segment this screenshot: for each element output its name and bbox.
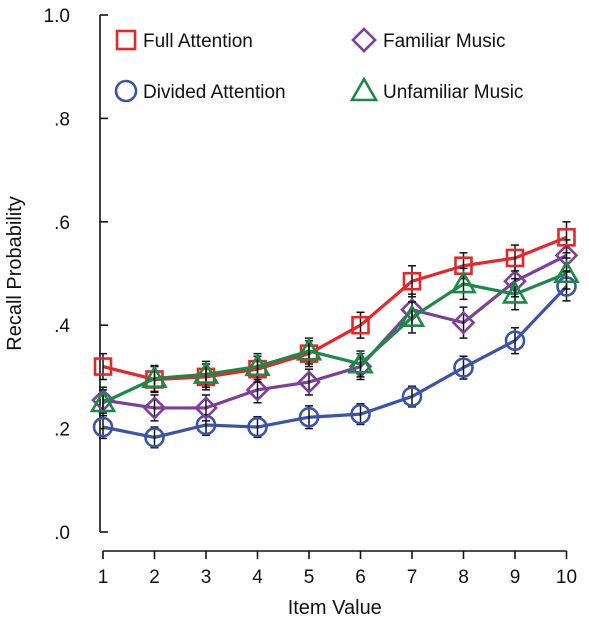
x-tick-label: 9 [510,567,521,588]
x-tick-label: 7 [407,567,418,588]
data-point [553,259,580,284]
data-point [453,357,474,378]
x-tick-label: 4 [252,567,263,588]
data-point [350,403,371,425]
data-point [402,271,422,291]
data-point [245,377,270,402]
series-line [102,253,568,410]
legend-label: Divided Attention [143,82,286,103]
data-point [401,386,423,407]
legend-marker [115,29,137,51]
y-tick-label: 1.0 [44,6,70,27]
series-unfamiliar-music [89,257,580,417]
series-full-attention [93,221,576,394]
series-line [102,285,568,439]
x-tick-label: 5 [304,567,315,588]
x-axis-title: Item Value [288,597,382,619]
y-tick-label: .2 [54,420,70,441]
data-point [501,280,529,304]
x-tick-label: 1 [98,567,109,588]
legend-label: Full Attention [143,31,253,52]
data-point [244,352,271,377]
data-point [295,337,323,361]
data-point [450,270,477,294]
data-point [557,228,576,247]
data-point [192,360,220,384]
x-tick-label: 2 [149,567,160,588]
data-point [89,389,117,413]
data-point [297,370,321,394]
data-point [247,416,268,438]
legend-label: Familiar Music [383,31,505,52]
series-line [102,272,568,405]
series-line [102,235,568,382]
data-point [141,364,168,389]
data-point [93,357,113,376]
series-divided-attention [92,271,577,449]
series-layer [89,221,580,449]
data-point [144,427,165,448]
y-tick-label: .6 [54,213,70,234]
series-familiar-music [91,239,579,422]
y-axis-title: Recall Probability [4,196,26,351]
axes: .0 .2 .4 .6 .8 1.0 1 2 3 4 5 6 7 8 9 10 [44,6,577,588]
data-point [505,248,525,268]
y-tick-label: .4 [54,316,70,337]
legend-marker [349,76,379,102]
data-point [398,303,426,327]
data-point [351,315,370,335]
data-point [504,330,526,352]
x-tick-label: 10 [556,567,577,588]
legend-marker [114,79,138,103]
x-tick-label: 6 [355,567,366,588]
y-tick-label: .8 [54,109,70,130]
data-point [298,406,320,428]
data-point [347,350,374,374]
data-point [142,396,167,420]
data-point [92,416,114,438]
y-tick-label: .0 [54,523,70,544]
legend-label: Unfamiliar Music [383,82,523,103]
legend-marker [351,27,377,53]
x-tick-label: 8 [458,567,469,588]
data-point [194,396,218,420]
x-tick-label: 3 [201,567,212,588]
legend: Full Attention Divided Attention Familiar … [114,27,523,103]
data-point [451,310,476,335]
